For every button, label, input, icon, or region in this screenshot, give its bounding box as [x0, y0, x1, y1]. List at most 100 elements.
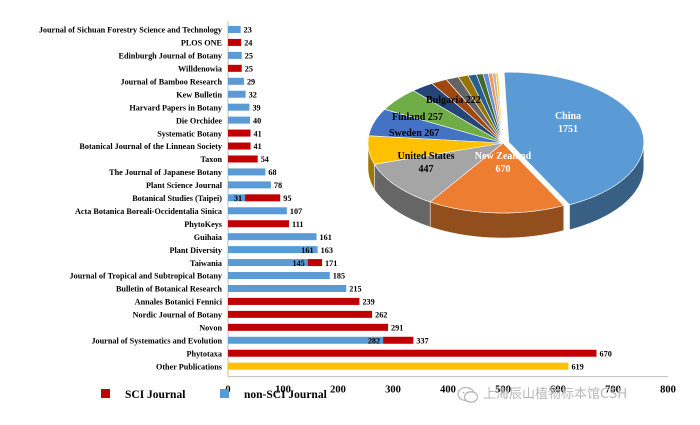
bar-value-label: 41: [254, 129, 262, 138]
pie-slice: [429, 142, 565, 214]
category-label: Willdenowia: [178, 65, 222, 74]
bar-value-label: 291: [391, 324, 403, 333]
category-label: Botanical Studies (Taipei): [132, 194, 222, 203]
wechat-icon: [457, 386, 479, 403]
pie-slice: [412, 83, 504, 144]
bar: [228, 323, 389, 331]
bar-non-sci: [228, 336, 384, 344]
bar: [228, 142, 251, 150]
bar: [228, 38, 242, 46]
bar-sci: [307, 259, 323, 267]
pie-slice-value: 670: [496, 164, 511, 175]
pie-slice: [367, 135, 504, 165]
x-tick-label: 200: [330, 385, 346, 396]
pie-slice-value: 1751: [558, 124, 578, 135]
category-label: Annales Botanici Fennici: [135, 298, 223, 307]
x-tick-label: 700: [605, 385, 621, 396]
x-tick-label: 100: [275, 385, 291, 396]
pie-slice: [373, 142, 505, 203]
bar-value-label: 107: [290, 207, 302, 216]
pie-slice: [384, 90, 504, 144]
bar: [228, 220, 290, 228]
legend: SCI Journal non-SCI Journal: [101, 389, 327, 401]
category-label: The Journal of Japanese Botany: [109, 168, 223, 177]
bar-value-label: 161: [320, 233, 332, 242]
x-tick-label: 600: [550, 385, 566, 396]
bar-non-sci: [316, 246, 318, 254]
bar: [228, 129, 251, 137]
x-tick-label: 800: [660, 385, 676, 396]
x-tick-label: 400: [440, 385, 456, 396]
pie-slice-label: United States: [398, 151, 455, 162]
category-label: Edinburgh Journal of Botany: [118, 52, 222, 61]
watermark: 上海辰山植物标本馆CSH: [457, 383, 627, 404]
category-label: Guihaia: [194, 233, 222, 242]
bar-value-label: 171: [325, 259, 337, 268]
bar: [228, 103, 250, 111]
bar: [228, 77, 244, 85]
bar: [228, 272, 330, 280]
category-label: Acta Botanica Boreali-Occidentalia Sinic…: [75, 207, 222, 216]
bar-value-label: 32: [249, 90, 257, 99]
bar-value-label: 262: [375, 311, 387, 320]
bar: [228, 168, 266, 176]
category-label: Plant Science Journal: [146, 181, 223, 190]
legend-label: non-SCI Journal: [244, 389, 327, 401]
bar-value-label: 41: [254, 142, 262, 151]
legend-swatch: [101, 389, 110, 398]
category-label: Systematic Botany: [157, 129, 223, 138]
bar-value-label: 111: [292, 220, 303, 229]
pie-slice-label: Sweden 267: [389, 128, 439, 139]
category-label: Journal of Tropical and Subtropical Bota…: [70, 272, 223, 281]
bar-value-label: 24: [244, 39, 252, 48]
category-label: Journal of Bamboo Research: [120, 77, 222, 86]
category-label: Phytotaxa: [187, 349, 222, 358]
bar-value-label: 25: [245, 65, 253, 74]
bar-non-sci: [228, 246, 317, 254]
category-label: PLOS ONE: [181, 39, 223, 48]
bar-split-label: 31: [234, 194, 242, 203]
bar-value-label: 619: [571, 362, 583, 371]
bar-non-sci: [228, 194, 246, 202]
category-label: PhytoKeys: [184, 220, 222, 229]
bar-value-label: 40: [253, 116, 261, 125]
pie-slice-label: China: [555, 111, 581, 122]
bar-sci: [383, 336, 414, 344]
bar-non-sci: [228, 259, 308, 267]
pie-slice-label: New Zealand: [475, 151, 532, 162]
bar-chart: 0100200300400500600700800Journal of Sich…: [39, 21, 676, 396]
category-label: Taxon: [200, 155, 222, 164]
bar: [228, 349, 597, 357]
category-label: Taiwania: [190, 259, 222, 268]
bar-value-label: 215: [349, 285, 361, 294]
bar: [228, 116, 250, 124]
category-label: Nordic Journal of Botany: [133, 311, 223, 320]
x-tick-label: 500: [495, 385, 511, 396]
bar-value-label: 23: [244, 26, 252, 35]
bar-split-label: 145: [292, 259, 304, 268]
bar-value-label: 670: [600, 349, 612, 358]
bar: [228, 207, 287, 215]
bar: [228, 297, 360, 305]
bar-value-label: 337: [416, 336, 428, 345]
bar: [228, 64, 242, 72]
pie-slice-value: 447: [419, 164, 434, 175]
bar-split-label: 161: [301, 246, 313, 255]
category-label: Journal of Sichuan Forestry Science and …: [39, 26, 223, 35]
category-label: Die Orchidee: [176, 116, 222, 125]
bar-value-label: 39: [252, 103, 260, 112]
bar-value-label: 78: [274, 181, 282, 190]
pie-slice-label: Finland 257: [392, 112, 443, 123]
bar-value-label: 239: [362, 298, 374, 307]
category-label: Plant Diversity: [169, 246, 222, 255]
bar: [228, 155, 258, 163]
category-label: Journal of Systematics and Evolution: [91, 336, 222, 345]
category-label: Harvard Papers in Botany: [129, 103, 222, 112]
bar: [228, 233, 317, 241]
pie-slice: [503, 71, 645, 206]
watermark-text: 上海辰山植物标本馆CSH: [483, 387, 628, 402]
bar: [228, 25, 241, 33]
pie-slice: [431, 79, 504, 144]
bar: [228, 51, 242, 59]
